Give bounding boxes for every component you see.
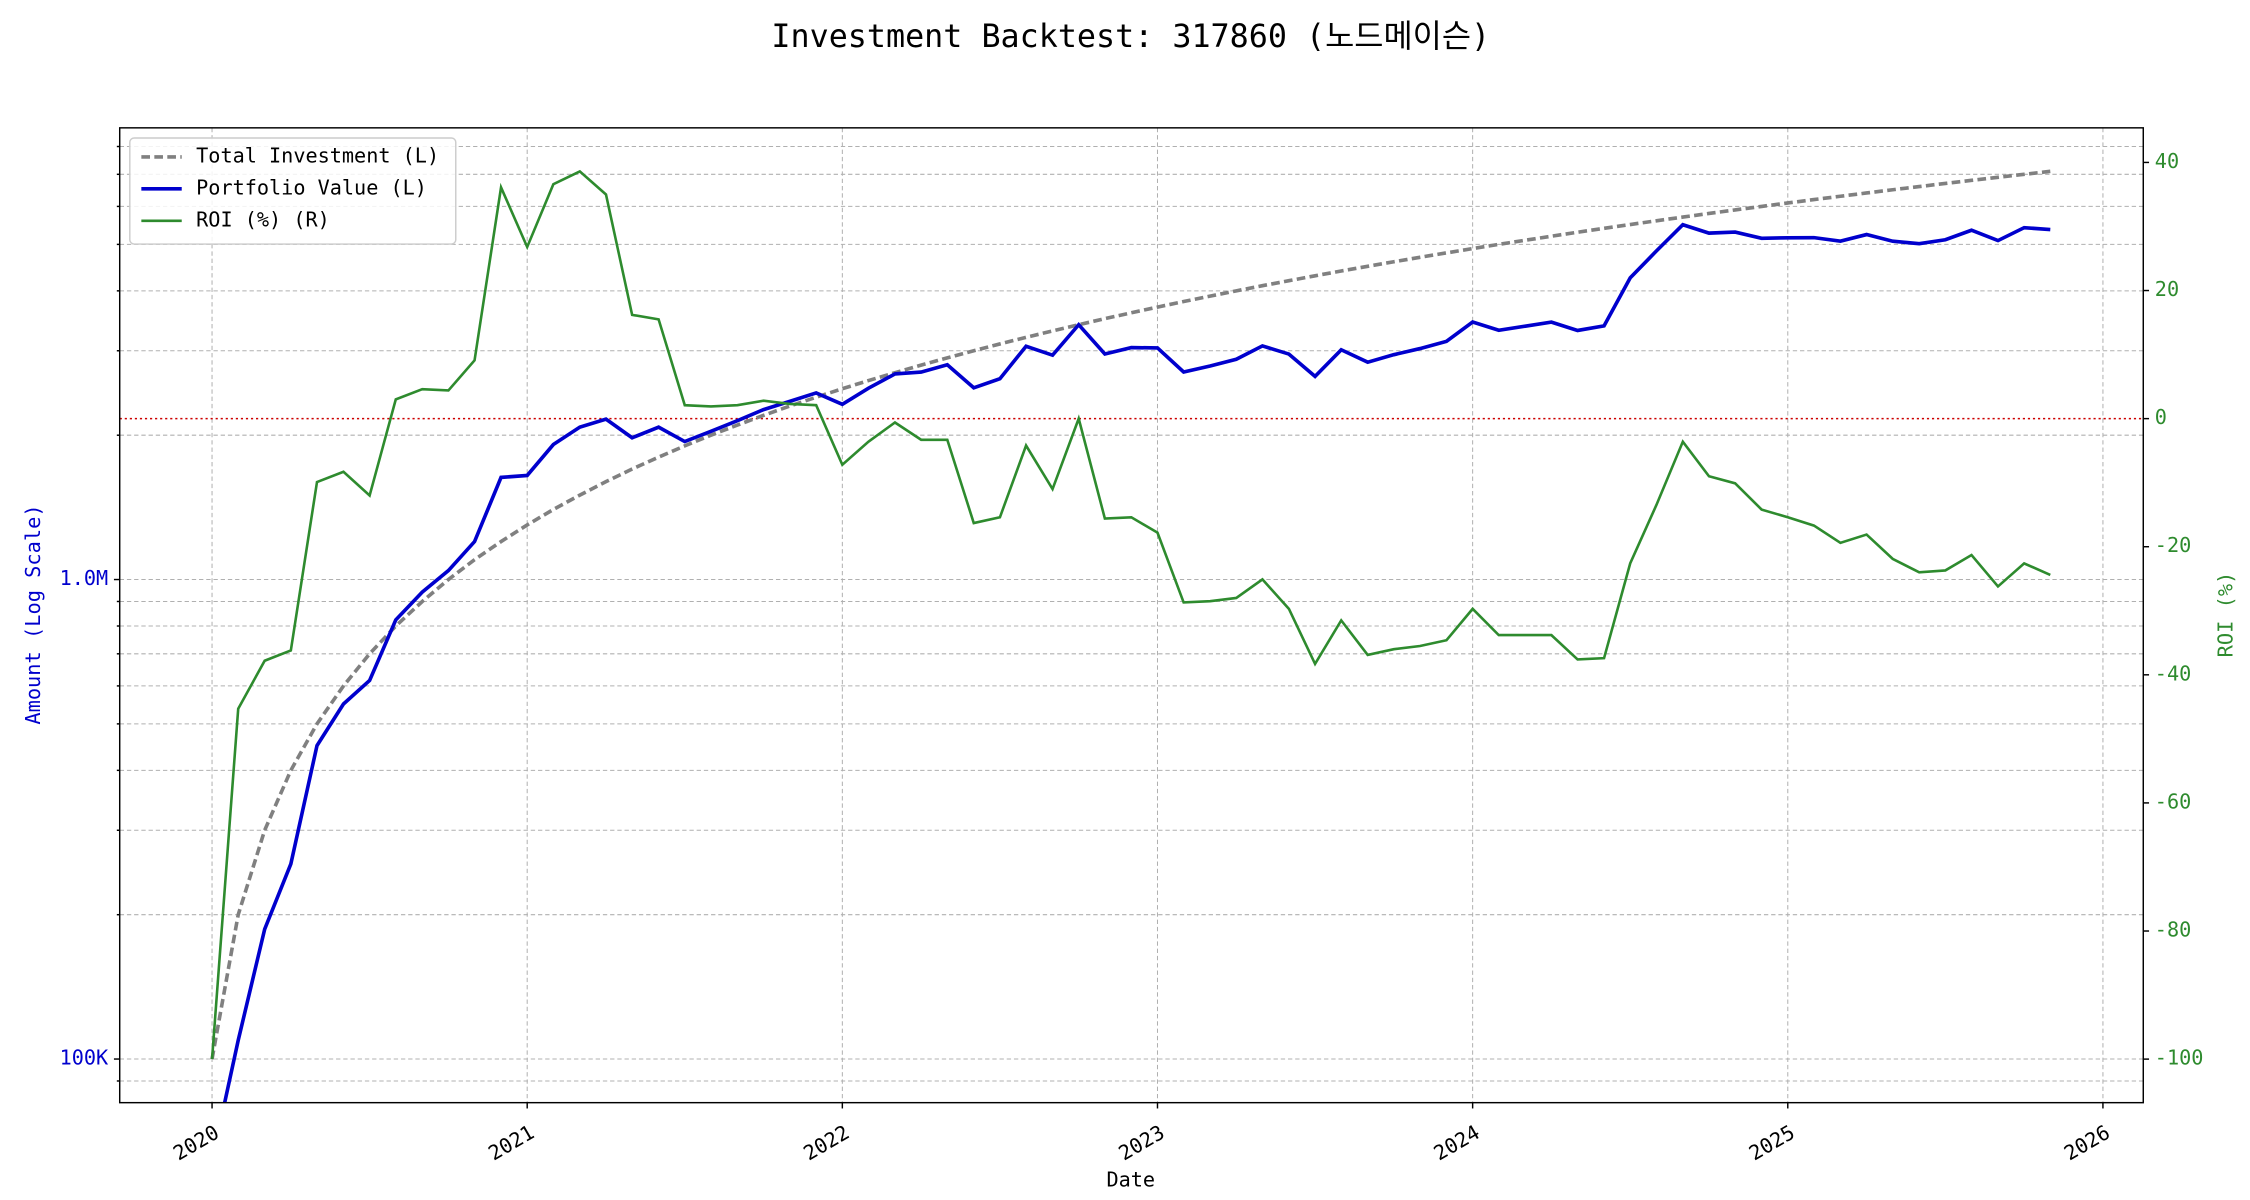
x-tick-label: 2024	[1430, 1120, 1484, 1165]
y2-tick-label: -80	[2155, 917, 2191, 941]
legend-label: Portfolio Value (L)	[196, 175, 427, 199]
x-axis-label: Date	[1106, 1168, 1155, 1192]
series-line	[210, 169, 2051, 1060]
x-tick-label: 2026	[2060, 1120, 2114, 1165]
x-tick-label: 2025	[1745, 1120, 1799, 1165]
y2-tick-label: -40	[2155, 661, 2191, 685]
y-tick-label: 100K	[60, 1045, 109, 1069]
plot-frame	[118, 127, 2144, 1104]
y2-tick-label: -100	[2155, 1046, 2204, 1070]
series-line	[222, 222, 2051, 1103]
y2-tick-label: -20	[2155, 533, 2191, 557]
y2-tick-label: -60	[2155, 789, 2191, 813]
legend-label: ROI (%) (R)	[196, 207, 330, 231]
legend-box	[129, 137, 457, 245]
x-tick-label: 2021	[484, 1120, 538, 1165]
legend-label: Total Investment (L)	[196, 143, 439, 167]
y2-axis-label: ROI (%)	[2213, 572, 2237, 658]
y2-tick-label: 40	[2155, 149, 2179, 173]
series-line	[210, 169, 2051, 1060]
y2-tick-label: 0	[2155, 405, 2167, 429]
y2-tick-label: 20	[2155, 277, 2179, 301]
chart-title: Investment Backtest: 317860 (노드메이슨)	[771, 17, 1490, 55]
x-tick-label: 2020	[169, 1120, 223, 1165]
x-tick-label: 2023	[1114, 1120, 1168, 1165]
x-tick-label: 2022	[799, 1120, 853, 1165]
y-axis-label: Amount (Log Scale)	[21, 504, 45, 724]
y-tick-label: 1.0M	[60, 566, 109, 590]
